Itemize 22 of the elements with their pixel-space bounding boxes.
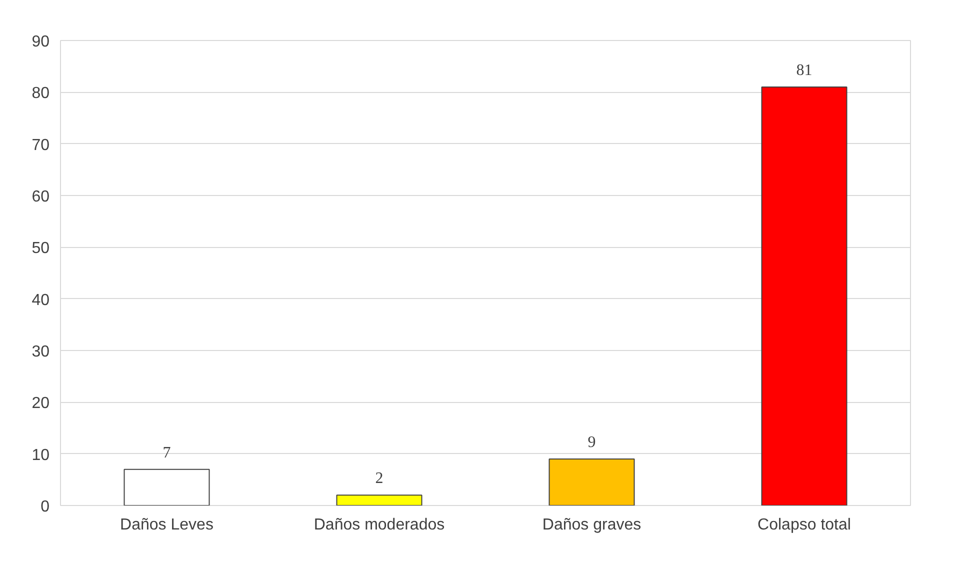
y-tick-label: 30 xyxy=(32,344,50,360)
data-label: 9 xyxy=(588,434,596,451)
y-tick-label: 90 xyxy=(32,34,50,50)
y-tick-label: 70 xyxy=(32,136,50,154)
y-tick-label: 40 xyxy=(32,292,50,309)
y-tick-label: 80 xyxy=(32,85,50,102)
y-tick-label: 60 xyxy=(32,188,50,206)
data-label: 81 xyxy=(796,62,812,79)
y-tick-label: 0 xyxy=(40,498,50,516)
y-tick-label: 10 xyxy=(32,446,50,464)
x-tick-label: Daños graves xyxy=(542,516,642,534)
y-tick-label: 50 xyxy=(32,240,50,258)
data-label: 7 xyxy=(162,444,171,462)
bar xyxy=(124,468,210,506)
bar xyxy=(761,86,848,506)
bar xyxy=(336,494,422,506)
x-tick-label: Colapso total xyxy=(758,516,851,534)
x-tick-label: Daños Leves xyxy=(120,516,214,534)
y-tick-label: 20 xyxy=(32,395,50,412)
x-tick-label: Daños moderados xyxy=(314,516,445,534)
data-label: 2 xyxy=(375,470,384,488)
bar xyxy=(548,458,635,506)
